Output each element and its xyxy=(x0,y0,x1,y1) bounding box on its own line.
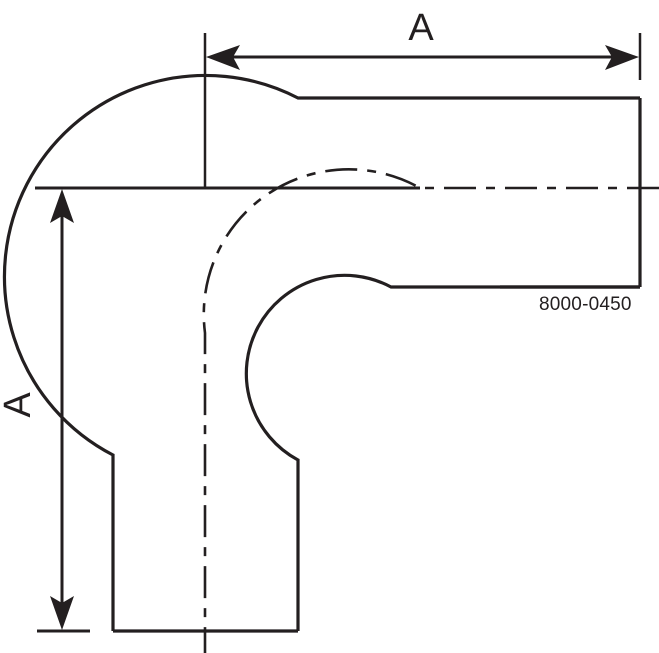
elbow-inner-profile-line xyxy=(244,273,640,631)
horizontal-dimension-right-arrowhead-icon xyxy=(605,45,639,70)
horizontal-dimension-label: A xyxy=(408,7,434,49)
horizontal-dimension-left-arrowhead-icon xyxy=(206,45,240,70)
vertical-dimension-bottom-arrowhead-icon xyxy=(50,596,74,630)
part-number-label: 8000-0450 xyxy=(539,294,632,315)
vertical-dimension-label: A xyxy=(0,392,39,418)
elbow-outer-profile-line xyxy=(2,73,640,631)
vertical-dimension-top-arrowhead-icon xyxy=(50,189,74,223)
elbow-centerline xyxy=(202,168,659,653)
